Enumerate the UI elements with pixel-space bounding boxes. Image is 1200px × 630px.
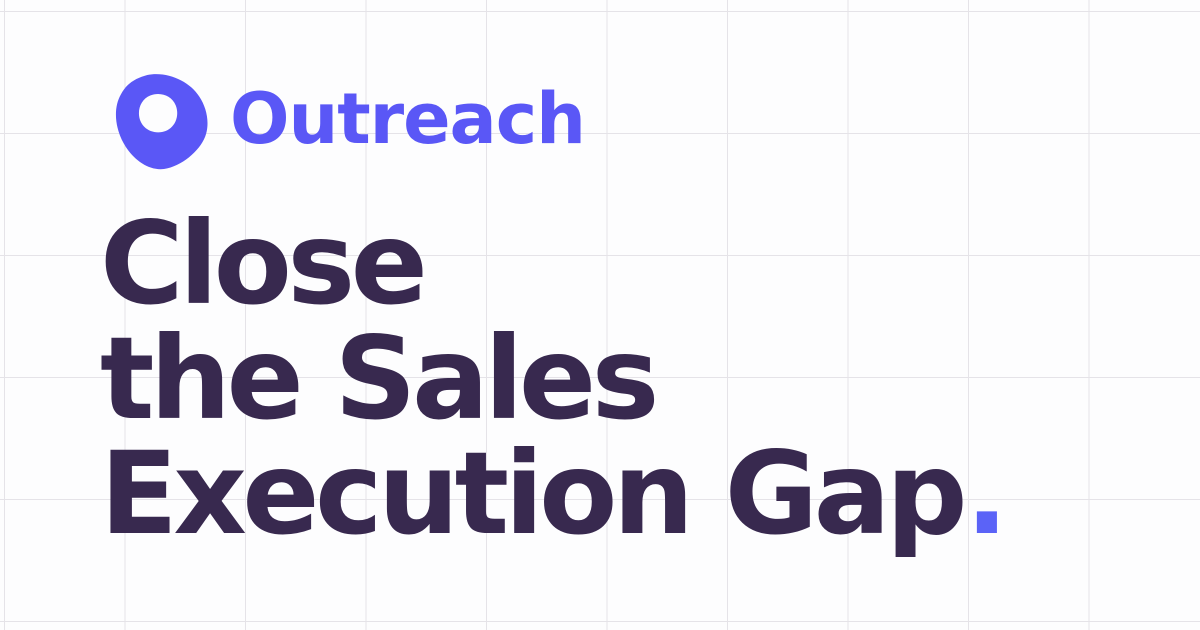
headline: Close the Sales Execution Gap. (100, 206, 1009, 551)
outreach-logo-icon (113, 73, 211, 171)
headline-line-3-text: Execution Gap (100, 427, 968, 560)
headline-line-1: Close (100, 197, 428, 330)
brand-wordmark: Outreach (230, 78, 586, 160)
headline-line-3: Execution Gap. (100, 436, 1009, 551)
brand-lockup: Outreach (113, 73, 586, 171)
headline-line-2: the Sales (100, 312, 659, 445)
headline-period: . (965, 427, 1009, 560)
